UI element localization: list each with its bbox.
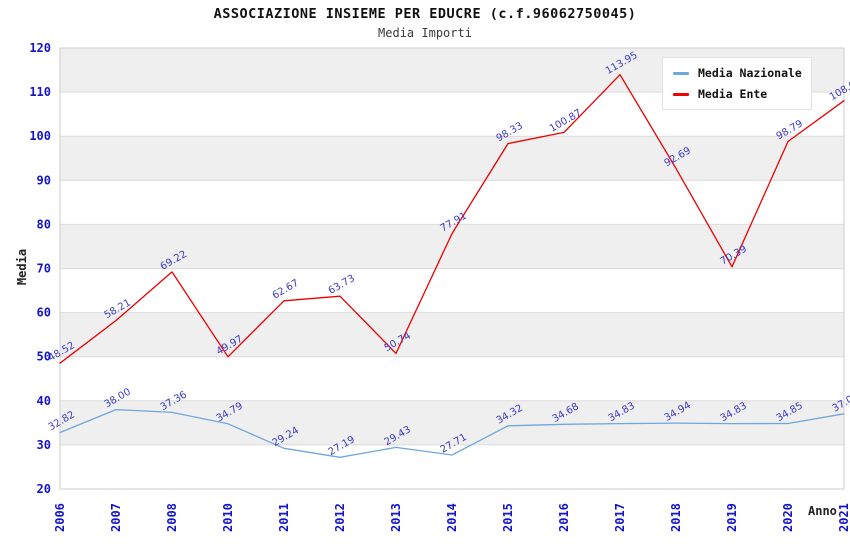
y-tick-label: 100 [29, 129, 51, 143]
plot-border [59, 47, 845, 490]
chart-title: ASSOCIAZIONE INSIEME PER EDUCRE (c.f.960… [213, 6, 637, 22]
x-tick-label: 2015 [501, 503, 515, 532]
x-tick-label: 2019 [725, 503, 739, 532]
grid-band [60, 312, 844, 357]
chart-subtitle: Media Importi [378, 26, 472, 40]
y-tick-label: 110 [29, 85, 51, 99]
legend-label-media-nazionale: Media Nazionale [698, 66, 802, 80]
y-tick-label: 80 [37, 217, 51, 231]
x-tick-label: 2010 [221, 503, 235, 532]
y-tick-label: 90 [37, 173, 51, 187]
x-axis-title: Anno [808, 504, 837, 518]
x-tick-label: 2007 [109, 503, 123, 532]
y-tick-label: 120 [29, 41, 51, 55]
y-tick-label: 70 [37, 262, 51, 276]
y-tick-label: 20 [37, 482, 51, 496]
y-tick-label: 40 [37, 394, 51, 408]
x-tick-label: 2013 [389, 503, 403, 532]
legend-item-media-nazionale: Media Nazionale [673, 66, 802, 80]
y-tick-label: 60 [37, 306, 51, 320]
x-tick-label: 2012 [333, 503, 347, 532]
legend-label-media-ente: Media Ente [698, 87, 768, 101]
grid-band [60, 180, 844, 225]
legend: Media Nazionale Media Ente [662, 57, 812, 110]
y-tick-label: 30 [37, 438, 51, 452]
grid-band [60, 268, 844, 313]
legend-item-media-ente: Media Ente [673, 87, 801, 101]
y-axis-title: Media [15, 248, 29, 286]
legend-swatch-media-nazionale-icon [673, 71, 689, 75]
legend-swatch-media-ente-icon [673, 92, 689, 96]
x-tick-label: 2016 [557, 503, 571, 532]
grid-band [60, 356, 844, 401]
series-line-media-nazionale [59, 408, 845, 458]
grid-band [60, 136, 844, 181]
series-line-media-ente [59, 74, 845, 364]
x-tick-label: 2021 [837, 503, 850, 532]
grid-band [60, 224, 844, 269]
x-tick-label: 2006 [53, 503, 67, 532]
x-tick-label: 2011 [277, 503, 291, 532]
y-tick-label: 50 [37, 350, 51, 364]
x-tick-label: 2018 [669, 503, 683, 532]
grid-band [60, 444, 844, 489]
x-tick-label: 2014 [445, 503, 459, 532]
x-tick-label: 2020 [781, 503, 795, 532]
x-tick-label: 2017 [613, 503, 627, 532]
x-tick-label: 2008 [165, 503, 179, 532]
